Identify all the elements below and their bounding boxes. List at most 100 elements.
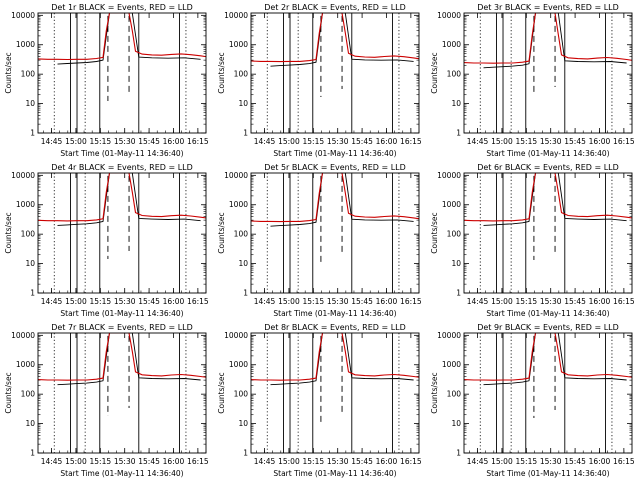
x-tick-label: 15:15 [90,137,112,146]
series-line-events [483,13,627,69]
x-tick-label: 15:45 [138,297,160,306]
y-tick-label: 100 [447,230,462,239]
x-tick-label: 15:15 [516,137,538,146]
x-tick-label: 16:00 [163,137,185,146]
x-axis-label: Start Time (01-May-11 14:36:40) [273,309,396,318]
x-tick-label: 15:30 [540,297,562,306]
series-line-events [57,333,201,386]
y-tick-label: 100 [234,230,249,239]
y-tick-label: 1000 [16,200,35,209]
series-line-events [483,173,627,226]
y-tick-label: 1 [243,129,248,138]
x-tick-label: 15:30 [327,297,349,306]
y-tick-label: 10 [25,99,35,108]
x-tick-label: 15:00 [65,457,87,466]
panel-7: Det 7r BLACK = Events, RED = LLD Counts/s… [4,323,209,478]
y-tick-label: 10 [238,259,248,268]
x-tick-label: 15:45 [138,137,160,146]
y-tick-label: 1000 [16,360,35,369]
y-axis-label: Counts/sec [4,212,13,253]
x-tick-label: 16:00 [163,457,185,466]
y-tick-label: 100 [447,70,462,79]
x-tick-label: 16:00 [376,297,398,306]
x-tick-label: 15:30 [540,137,562,146]
x-tick-label: 15:00 [278,457,300,466]
series-line-lld [38,333,206,381]
x-axis-label: Start Time (01-May-11 14:36:40) [60,309,183,318]
x-tick-label: 15:30 [540,457,562,466]
panel-5: Det 5r BLACK = Events, RED = LLD Counts/s… [217,163,422,318]
panel-1: Det 1r BLACK = Events, RED = LLD Counts/s… [4,3,209,158]
x-tick-label: 15:00 [65,137,87,146]
panel-title: Det 8r BLACK = Events, RED = LLD [264,323,406,332]
x-tick-label: 15:15 [303,297,325,306]
y-axis-label: Counts/sec [430,372,439,413]
x-tick-label: 15:45 [351,457,373,466]
y-tick-label: 10000 [11,171,35,180]
plot-frame [463,12,633,134]
x-tick-label: 15:45 [564,457,586,466]
y-axis-label: Counts/sec [430,52,439,93]
plot-frame [250,332,420,454]
panel-title: Det 9r BLACK = Events, RED = LLD [477,323,619,332]
x-axis-label: Start Time (01-May-11 14:36:40) [486,309,609,318]
y-tick-label: 100 [234,390,249,399]
y-tick-label: 1 [30,289,35,298]
x-tick-label: 16:00 [589,297,611,306]
x-tick-label: 15:15 [90,297,112,306]
y-tick-label: 100 [234,70,249,79]
y-tick-label: 1 [456,449,461,458]
plot-frame [463,332,633,454]
y-tick-label: 10 [451,259,461,268]
series-line-events [270,13,414,67]
plot-frame [463,172,633,294]
series-line-lld [464,13,632,64]
series-line-events [57,173,201,226]
y-tick-label: 100 [21,70,36,79]
panel-title: Det 2r BLACK = Events, RED = LLD [264,3,406,12]
x-axis-label: Start Time (01-May-11 14:36:40) [273,469,396,478]
series-line-lld [251,333,419,381]
panel-3: Det 3r BLACK = Events, RED = LLD Counts/s… [430,3,635,158]
series-line-lld [251,13,419,63]
x-axis-label: Start Time (01-May-11 14:36:40) [273,149,396,158]
x-tick-label: 16:15 [613,297,635,306]
data-series-group [38,13,206,65]
y-tick-label: 1000 [229,40,248,49]
x-tick-label: 16:00 [589,457,611,466]
data-series-group [38,173,206,226]
y-tick-label: 100 [21,230,36,239]
y-tick-label: 10 [238,419,248,428]
series-line-events [270,173,414,227]
x-tick-label: 16:15 [187,457,209,466]
y-axis-label: Counts/sec [4,372,13,413]
y-tick-label: 10000 [437,171,461,180]
x-tick-label: 16:15 [613,137,635,146]
x-tick-label: 16:00 [589,137,611,146]
plot-frame [37,12,207,134]
y-tick-label: 10000 [437,331,461,340]
y-tick-label: 1 [243,289,248,298]
x-tick-label: 15:15 [303,137,325,146]
x-tick-label: 16:00 [376,137,398,146]
x-tick-label: 16:00 [163,297,185,306]
y-tick-label: 1 [243,449,248,458]
y-tick-label: 10 [238,99,248,108]
series-line-lld [251,173,419,223]
plot-frame [37,172,207,294]
data-series-group [38,333,206,386]
x-tick-label: 16:15 [187,137,209,146]
y-tick-label: 1 [456,289,461,298]
x-tick-label: 16:00 [376,457,398,466]
x-tick-label: 14:45 [467,137,489,146]
panel-title: Det 5r BLACK = Events, RED = LLD [264,163,406,172]
x-axis-label: Start Time (01-May-11 14:36:40) [486,469,609,478]
x-tick-label: 15:30 [114,457,136,466]
panel-grid: Det 1r BLACK = Events, RED = LLD Counts/s… [4,3,635,478]
x-tick-label: 16:15 [613,457,635,466]
panel-title: Det 1r BLACK = Events, RED = LLD [51,3,193,12]
y-tick-label: 10000 [224,171,248,180]
data-series-group [251,13,419,67]
plot-frame [250,172,420,294]
